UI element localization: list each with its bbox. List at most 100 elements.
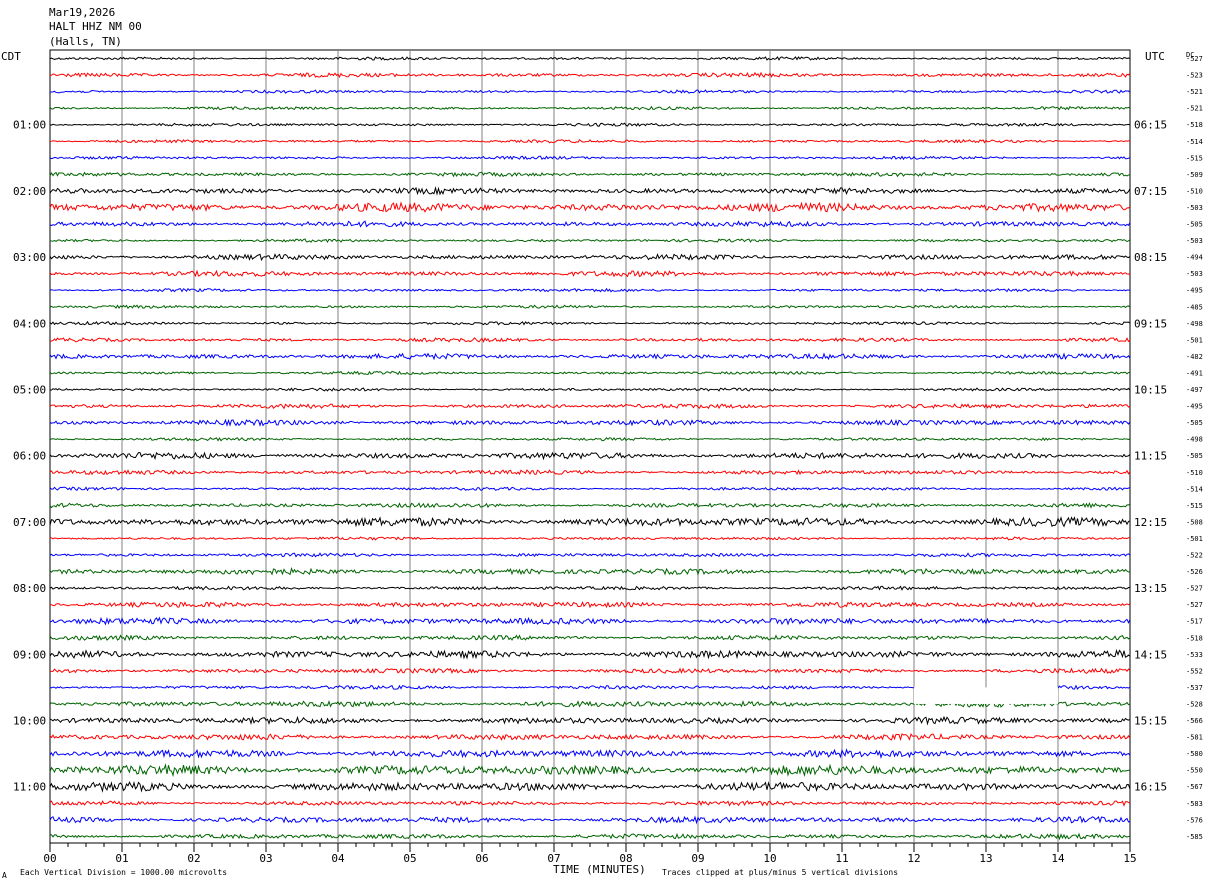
header-location: (Halls, TN) bbox=[49, 35, 122, 48]
dc-offset-label: -533 bbox=[1186, 651, 1203, 659]
left-hour-label: 03:00 bbox=[13, 251, 46, 264]
seismic-trace bbox=[49, 220, 1131, 228]
x-tick-label: 08 bbox=[619, 852, 632, 865]
dc-offset-label: -485 bbox=[1186, 303, 1203, 311]
seismic-trace bbox=[49, 800, 1131, 807]
seismic-trace bbox=[49, 486, 1131, 492]
dc-offset-label: -505 bbox=[1186, 452, 1203, 460]
dc-offset-label: -585 bbox=[1186, 833, 1203, 841]
dc-offset-label: -566 bbox=[1186, 717, 1203, 725]
seismic-trace bbox=[49, 418, 1131, 427]
x-tick-label: 04 bbox=[331, 852, 345, 865]
dc-offset-label: -482 bbox=[1186, 353, 1203, 361]
right-timezone-label: UTC bbox=[1145, 50, 1165, 63]
seismic-trace bbox=[49, 436, 1131, 442]
seismic-trace bbox=[49, 304, 1131, 310]
seismic-trace bbox=[49, 403, 1131, 410]
seismic-trace bbox=[49, 337, 1131, 343]
left-timezone-label: CDT bbox=[1, 50, 21, 63]
dc-offset-labels: -527 -523 -521 -521 -518 -514 -515 -509 -510 -503… bbox=[1186, 55, 1203, 841]
seismic-trace bbox=[49, 56, 1131, 61]
dc-offset-label: -581 bbox=[1186, 734, 1203, 742]
seismic-traces bbox=[49, 56, 1131, 841]
x-tick-label: 09 bbox=[691, 852, 704, 865]
data-gap bbox=[914, 687, 1058, 704]
seismic-trace bbox=[49, 684, 1131, 691]
dc-offset-label: -494 bbox=[1186, 254, 1203, 262]
seismic-trace bbox=[49, 253, 1131, 262]
x-tick-label: 10 bbox=[763, 852, 776, 865]
right-hour-label: 11:15 bbox=[1134, 450, 1167, 463]
left-hour-label: 02:00 bbox=[13, 185, 46, 198]
left-hour-label: 11:00 bbox=[13, 781, 46, 794]
seismic-trace bbox=[49, 585, 1131, 591]
seismic-trace bbox=[49, 201, 1131, 213]
left-hour-label: 04:00 bbox=[13, 317, 46, 330]
dc-offset-label: -567 bbox=[1186, 783, 1203, 791]
seismic-trace bbox=[49, 649, 1131, 660]
seismic-trace bbox=[49, 832, 1131, 841]
seismic-trace bbox=[49, 269, 1131, 278]
x-axis-title: TIME (MINUTES) bbox=[553, 863, 646, 876]
x-tick-label: 06 bbox=[475, 852, 488, 865]
seismic-trace bbox=[49, 138, 1131, 144]
dc-offset-label: -503 bbox=[1186, 270, 1203, 278]
seismic-trace bbox=[49, 451, 1131, 461]
seismic-trace bbox=[49, 238, 1131, 244]
right-hour-label: 06:15 bbox=[1134, 119, 1167, 132]
seismic-trace bbox=[49, 715, 1131, 726]
dc-label: DC bbox=[1186, 51, 1194, 59]
seismic-trace bbox=[49, 155, 1131, 161]
dc-offset-label: -550 bbox=[1186, 767, 1203, 775]
dc-offset-label: -521 bbox=[1186, 105, 1203, 113]
dc-offset-label: -495 bbox=[1186, 287, 1203, 295]
seismic-trace bbox=[49, 748, 1131, 759]
seismic-trace bbox=[49, 387, 1131, 392]
x-tick-label: 02 bbox=[187, 852, 200, 865]
seismic-trace bbox=[49, 287, 1131, 293]
seismic-trace bbox=[49, 616, 1131, 626]
dc-offset-label: -576 bbox=[1186, 816, 1203, 824]
corner-mark: A bbox=[2, 871, 7, 880]
header-date: Mar19,2026 bbox=[49, 6, 115, 19]
dc-offset-label: -505 bbox=[1186, 419, 1203, 427]
x-tick-label: 14 bbox=[1051, 852, 1065, 865]
seismic-trace bbox=[49, 567, 1131, 576]
dc-offset-label: -503 bbox=[1186, 204, 1203, 212]
left-hour-label: 06:00 bbox=[13, 450, 46, 463]
right-hour-label: 10:15 bbox=[1134, 384, 1167, 397]
dc-offset-label: -515 bbox=[1186, 154, 1203, 162]
seismic-trace bbox=[49, 185, 1131, 196]
dc-offset-label: -583 bbox=[1186, 800, 1203, 808]
x-tick-label: 11 bbox=[835, 852, 848, 865]
dc-offset-label: -522 bbox=[1186, 552, 1203, 560]
x-tick-label: 15 bbox=[1123, 852, 1136, 865]
seismic-trace bbox=[49, 732, 1131, 742]
seismic-trace bbox=[49, 171, 1131, 178]
dc-offset-label: -527 bbox=[1186, 601, 1203, 609]
dc-offset-label: -495 bbox=[1186, 403, 1203, 411]
footer-clip-note: Traces clipped at plus/minus 5 vertical … bbox=[662, 868, 898, 877]
dc-offset-label: -518 bbox=[1186, 634, 1203, 642]
dc-offset-label: -491 bbox=[1186, 369, 1203, 377]
footer-scale-note: Each Vertical Division = 1000.00 microvo… bbox=[20, 868, 227, 877]
left-hour-label: 01:00 bbox=[13, 119, 46, 132]
seismic-trace bbox=[49, 352, 1131, 361]
seismic-trace bbox=[49, 122, 1131, 127]
seismic-trace bbox=[49, 516, 1131, 528]
dc-offset-label: -514 bbox=[1186, 485, 1203, 493]
dc-offset-label: -497 bbox=[1186, 386, 1203, 394]
right-hour-label: 07:15 bbox=[1134, 185, 1167, 198]
x-tick-label: 13 bbox=[979, 852, 992, 865]
right-hour-label: 16:15 bbox=[1134, 781, 1167, 794]
seismic-trace bbox=[49, 71, 1131, 79]
seismic-trace bbox=[49, 763, 1131, 778]
dc-offset-label: -528 bbox=[1186, 700, 1203, 708]
dc-offset-label: -503 bbox=[1186, 237, 1203, 245]
dc-offset-label: -515 bbox=[1186, 502, 1203, 510]
dc-offset-label: -501 bbox=[1186, 336, 1203, 344]
dc-offset-label: -518 bbox=[1186, 121, 1203, 129]
left-hour-label: 10:00 bbox=[13, 715, 46, 728]
data-gaps bbox=[914, 687, 1058, 704]
